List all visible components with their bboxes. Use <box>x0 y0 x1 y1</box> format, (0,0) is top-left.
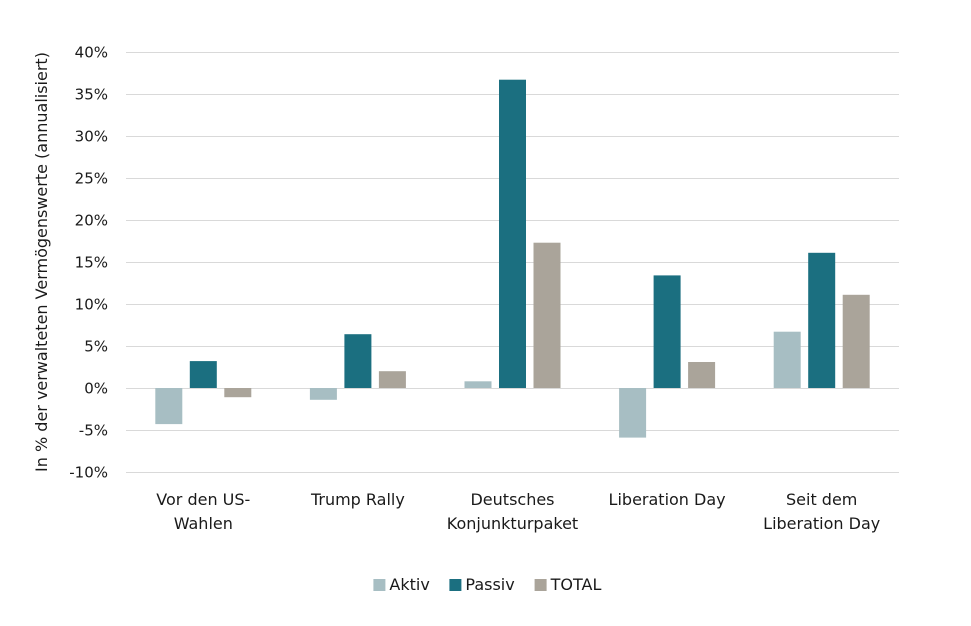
x-category-label: Deutsches Konjunkturpaket <box>447 490 578 533</box>
x-category-line: Trump Rally <box>310 490 405 509</box>
bars <box>155 79 870 438</box>
legend-item-passiv[interactable]: Passiv <box>449 575 515 594</box>
y-tick-label: 5% <box>84 338 108 356</box>
x-category-line: Liberation Day <box>763 514 880 533</box>
bar-aktiv-2 <box>464 381 492 388</box>
y-tick-label: -5% <box>79 422 108 440</box>
bar-aktiv-3 <box>619 388 647 438</box>
x-category-label: Liberation Day <box>609 490 726 509</box>
bar-passiv-1 <box>344 334 372 388</box>
x-category-line: Wahlen <box>174 514 233 533</box>
bar-total-0 <box>224 388 252 398</box>
x-category-line: Vor den US- <box>156 490 250 509</box>
legend-label: TOTAL <box>550 575 602 594</box>
legend-item-aktiv[interactable]: Aktiv <box>373 575 430 594</box>
bar-total-1 <box>378 371 406 388</box>
y-tick-label: 10% <box>75 296 108 314</box>
x-axis-categories: Vor den US- Wahlen Trump Rally Deutsches Kon… <box>156 490 880 533</box>
legend[interactable]: Aktiv Passiv TOTAL <box>373 575 601 594</box>
y-axis-title: In % der verwalteten Vermögenswerte (ann… <box>32 52 51 472</box>
legend-item-total[interactable]: TOTAL <box>534 575 602 594</box>
legend-swatch <box>373 579 386 591</box>
x-category-label: Trump Rally <box>310 490 405 509</box>
bar-aktiv-1 <box>309 388 337 400</box>
bar-passiv-0 <box>189 361 217 388</box>
y-tick-label: 35% <box>75 86 108 104</box>
x-category-line: Konjunkturpaket <box>447 514 578 533</box>
bar-passiv-4 <box>808 252 836 388</box>
y-tick-label: 20% <box>75 212 108 230</box>
legend-swatch <box>449 579 462 591</box>
y-tick-label: -10% <box>69 464 108 482</box>
bar-total-3 <box>688 362 716 388</box>
y-tick-label: 30% <box>75 128 108 146</box>
y-tick-label: 15% <box>75 254 108 272</box>
bar-total-2 <box>533 242 561 388</box>
bar-passiv-3 <box>653 275 681 388</box>
legend-swatch <box>534 579 547 591</box>
legend-label: Aktiv <box>389 575 429 594</box>
x-category-label: Vor den US- Wahlen <box>156 490 250 533</box>
bar-passiv-2 <box>499 79 526 388</box>
legend-label: Passiv <box>465 575 514 594</box>
bar-aktiv-0 <box>155 388 183 425</box>
x-category-label: Seit dem Liberation Day <box>763 490 880 533</box>
y-tick-label: 0% <box>84 380 108 398</box>
y-axis-ticks: -10% -5% 0% 5% 10% 15% 20% 25% 30% 35% 40% <box>69 44 108 482</box>
x-category-line: Deutsches <box>470 490 554 509</box>
bar-total-4 <box>842 294 870 388</box>
y-tick-label: 25% <box>75 170 108 188</box>
x-category-line: Seit dem <box>786 490 857 509</box>
y-tick-label: 40% <box>75 44 108 62</box>
x-category-line: Liberation Day <box>609 490 726 509</box>
bar-aktiv-4 <box>773 331 801 388</box>
